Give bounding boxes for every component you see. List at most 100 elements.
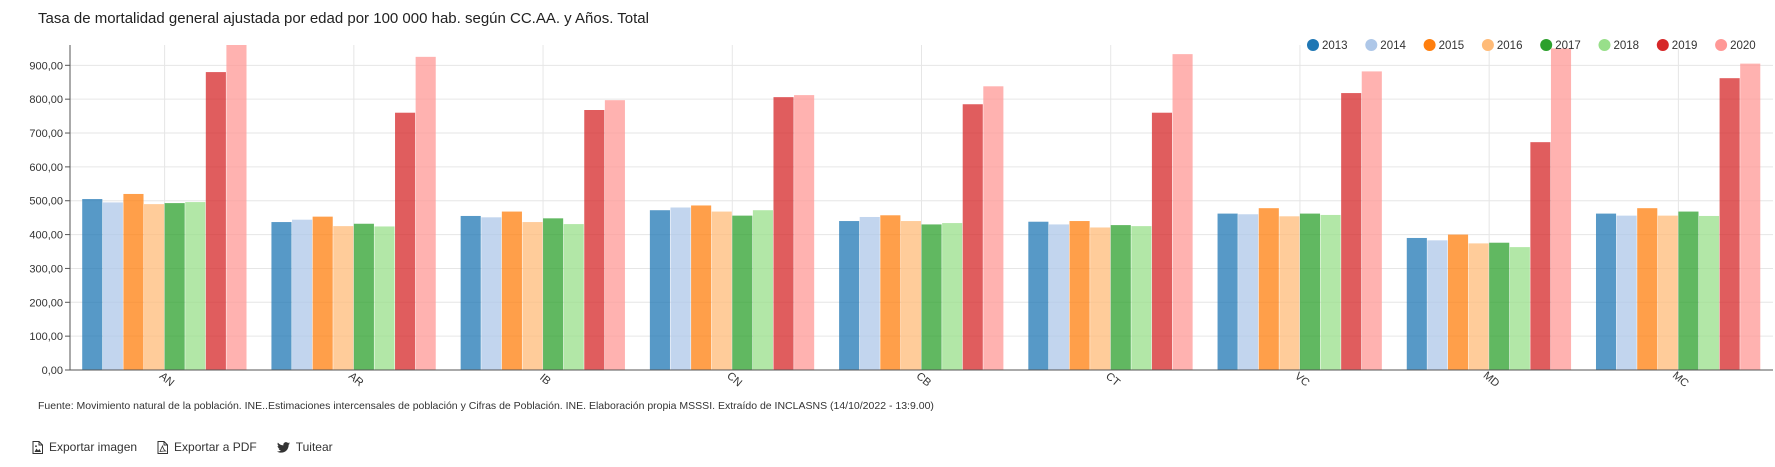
x-tick-label: CN bbox=[724, 370, 744, 389]
bar-AN-2016[interactable] bbox=[144, 204, 165, 370]
legend-swatch bbox=[1423, 39, 1436, 51]
bar-CN-2016[interactable] bbox=[711, 211, 732, 370]
bar-AR-2014[interactable] bbox=[292, 219, 313, 370]
bar-CT-2017[interactable] bbox=[1110, 225, 1131, 370]
bar-VC-2018[interactable] bbox=[1320, 214, 1341, 370]
bar-IB-2016[interactable] bbox=[522, 222, 543, 370]
bar-MD-2015[interactable] bbox=[1447, 234, 1469, 370]
twitter-bird-icon bbox=[276, 441, 290, 453]
bar-AR-2020[interactable] bbox=[415, 56, 436, 370]
y-tick-label: 200,00 bbox=[29, 297, 63, 309]
bar-VC-2016[interactable] bbox=[1279, 216, 1300, 370]
bar-MD-2017[interactable] bbox=[1489, 242, 1510, 370]
x-tick-label: VC bbox=[1292, 370, 1311, 389]
legend-item-2016[interactable]: 2016 bbox=[1481, 39, 1523, 52]
image-file-icon bbox=[32, 440, 43, 454]
bar-MC-2015[interactable] bbox=[1637, 208, 1658, 370]
legend-label: 2019 bbox=[1672, 40, 1698, 52]
legend-swatch bbox=[1365, 39, 1378, 51]
bar-MC-2014[interactable] bbox=[1616, 215, 1637, 370]
bar-AN-2015[interactable] bbox=[123, 193, 144, 370]
bar-VC-2014[interactable] bbox=[1238, 214, 1259, 370]
bar-AN-2013[interactable] bbox=[82, 199, 103, 370]
bar-AR-2013[interactable] bbox=[271, 222, 292, 370]
legend-swatch bbox=[1715, 39, 1728, 51]
bar-IB-2018[interactable] bbox=[563, 224, 584, 370]
bar-MD-2018[interactable] bbox=[1509, 247, 1530, 370]
bar-MD-2020[interactable] bbox=[1550, 48, 1572, 371]
bars bbox=[82, 45, 1761, 371]
bar-AR-2015[interactable] bbox=[312, 216, 333, 370]
bar-CB-2014[interactable] bbox=[859, 216, 880, 370]
bar-CT-2020[interactable] bbox=[1172, 54, 1193, 370]
bar-VC-2017[interactable] bbox=[1299, 213, 1321, 370]
bar-IB-2014[interactable] bbox=[481, 217, 502, 370]
legend-item-2013[interactable]: 2013 bbox=[1307, 39, 1348, 52]
bar-AN-2017[interactable] bbox=[164, 203, 185, 370]
bar-CN-2018[interactable] bbox=[752, 210, 773, 370]
bar-CB-2013[interactable] bbox=[839, 221, 860, 370]
bar-CT-2018[interactable] bbox=[1131, 226, 1152, 370]
bar-IB-2017[interactable] bbox=[543, 218, 564, 370]
bar-AR-2018[interactable] bbox=[374, 226, 395, 370]
bar-VC-2015[interactable] bbox=[1258, 208, 1279, 370]
bar-MD-2014[interactable] bbox=[1427, 240, 1448, 370]
legend-item-2020[interactable]: 2020 bbox=[1715, 39, 1756, 52]
bar-CN-2019[interactable] bbox=[773, 97, 794, 371]
bar-VC-2013[interactable] bbox=[1217, 213, 1238, 370]
bar-AN-2018[interactable] bbox=[185, 202, 206, 370]
bar-AN-2014[interactable] bbox=[102, 202, 123, 370]
legend-item-2015[interactable]: 2015 bbox=[1423, 39, 1465, 52]
bar-CT-2019[interactable] bbox=[1151, 112, 1173, 370]
bar-AN-2020[interactable] bbox=[226, 45, 247, 370]
bar-AR-2019[interactable] bbox=[395, 112, 416, 370]
bar-chart: 0,00 100,00 200,00 300,00 400,00 500,00 600,00… bbox=[29, 39, 1773, 390]
bar-IB-2013[interactable] bbox=[460, 215, 481, 370]
bar-AR-2016[interactable] bbox=[333, 226, 354, 370]
bar-MC-2016[interactable] bbox=[1657, 215, 1678, 370]
legend-item-2019[interactable]: 2019 bbox=[1656, 39, 1698, 52]
bar-CT-2013[interactable] bbox=[1028, 221, 1049, 370]
bar-CN-2015[interactable] bbox=[691, 205, 712, 370]
bar-VC-2020[interactable] bbox=[1361, 71, 1382, 370]
bar-CB-2015[interactable] bbox=[880, 215, 901, 370]
bar-MD-2013[interactable] bbox=[1406, 237, 1427, 370]
bar-CT-2016[interactable] bbox=[1090, 227, 1111, 370]
legend[interactable]: 2013 2014 2015 2016 2017 2018 2019 2020 bbox=[1307, 39, 1756, 52]
bar-AN-2019[interactable] bbox=[205, 72, 226, 370]
bar-IB-2015[interactable] bbox=[501, 211, 522, 370]
legend-swatch bbox=[1540, 39, 1553, 51]
bar-CB-2016[interactable] bbox=[900, 221, 921, 370]
bar-IB-2019[interactable] bbox=[584, 110, 605, 370]
bar-MC-2013[interactable] bbox=[1595, 213, 1617, 370]
bar-CB-2019[interactable] bbox=[962, 104, 983, 371]
legend-item-2017[interactable]: 2017 bbox=[1540, 39, 1581, 52]
bar-CN-2020[interactable] bbox=[794, 95, 815, 371]
bar-CB-2017[interactable] bbox=[921, 224, 942, 370]
bar-MC-2020[interactable] bbox=[1740, 63, 1761, 371]
bar-MC-2019[interactable] bbox=[1719, 78, 1740, 370]
export-pdf-button[interactable]: Exportar a PDF bbox=[157, 440, 257, 454]
bar-CB-2020[interactable] bbox=[983, 86, 1004, 370]
axes: 0,00 100,00 200,00 300,00 400,00 500,00 600,00… bbox=[29, 45, 1773, 390]
bar-MC-2017[interactable] bbox=[1678, 211, 1699, 370]
bar-CT-2015[interactable] bbox=[1069, 221, 1090, 370]
bar-MC-2018[interactable] bbox=[1698, 215, 1720, 370]
bar-AR-2017[interactable] bbox=[353, 223, 374, 370]
bar-MD-2016[interactable] bbox=[1468, 243, 1489, 370]
bar-MD-2019[interactable] bbox=[1530, 142, 1551, 370]
tweet-label: Tuitear bbox=[295, 440, 333, 454]
legend-item-2014[interactable]: 2014 bbox=[1365, 39, 1406, 52]
bar-CN-2013[interactable] bbox=[649, 210, 670, 370]
bar-CB-2018[interactable] bbox=[942, 223, 963, 370]
bar-CT-2014[interactable] bbox=[1048, 224, 1070, 370]
bar-IB-2020[interactable] bbox=[604, 100, 625, 371]
bar-CN-2017[interactable] bbox=[732, 215, 753, 370]
tweet-button[interactable]: Tuitear bbox=[276, 440, 333, 454]
bar-VC-2019[interactable] bbox=[1341, 93, 1362, 371]
bar-CN-2014[interactable] bbox=[670, 207, 691, 371]
legend-swatch bbox=[1598, 39, 1611, 51]
legend-item-2018[interactable]: 2018 bbox=[1598, 39, 1640, 52]
y-tick-label: 900,00 bbox=[29, 60, 63, 72]
export-image-button[interactable]: Exportar imagen bbox=[32, 440, 137, 454]
